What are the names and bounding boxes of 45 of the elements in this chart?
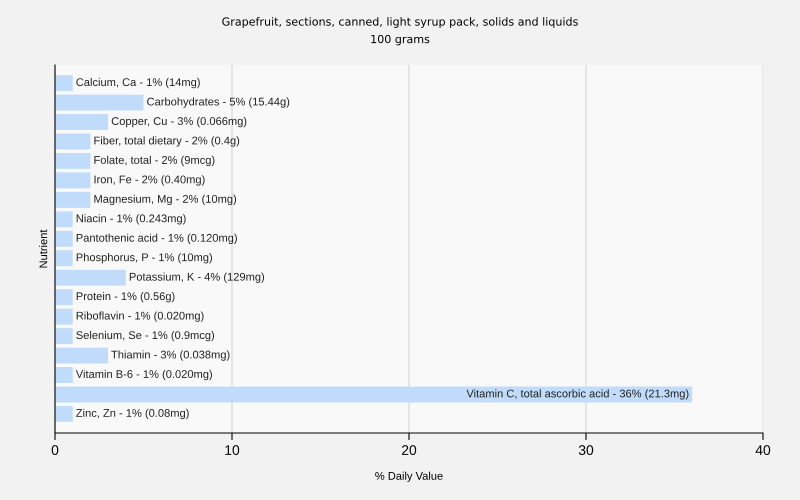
y-tick-label: Protein - 1% (0.56g): [76, 292, 175, 302]
bar: [55, 94, 144, 111]
bar: [55, 75, 73, 92]
bar: [55, 328, 73, 344]
bar: [55, 134, 90, 150]
bar: [55, 152, 90, 169]
x-tick-label: 0: [52, 445, 58, 456]
bar: [55, 172, 90, 188]
x-tick-label: 20: [402, 445, 416, 456]
bar: [55, 270, 126, 286]
y-tick-label: Vitamin B-6 - 1% (0.020mg): [76, 370, 212, 380]
x-axis-title: % Daily Value: [375, 472, 443, 482]
bar: [55, 192, 90, 208]
y-tick-label: Carbohydrates - 5% (15.44g): [147, 97, 290, 108]
y-tick-label: Copper, Cu - 3% (0.066mg): [112, 116, 246, 128]
bar: [55, 289, 73, 306]
y-tick-label: Thiamin - 3% (0.038mg): [111, 350, 230, 361]
bar: [55, 211, 73, 228]
x-tick-label: 30: [578, 445, 594, 456]
y-axis-title: Nutrient: [39, 230, 48, 268]
y-tick-label: Riboflavin - 1% (0.020mg): [76, 311, 204, 322]
y-tick-label: Fiber, total dietary - 2% (0.4g): [94, 136, 240, 147]
bar: [55, 250, 73, 266]
x-tick-label: 10: [225, 445, 240, 456]
bar: [55, 367, 73, 383]
y-tick-label: Vitamin C, total ascorbic acid - 36% (21.3mg): [466, 389, 688, 400]
y-tick-label: Phosphorus, P - 1% (10mg): [76, 253, 212, 264]
y-tick-label: Calcium, Ca - 1% (14mg): [76, 78, 200, 88]
bar: [55, 406, 73, 422]
y-tick-label: Zinc, Zn - 1% (0.08mg): [76, 408, 189, 420]
y-tick-label: Pantothenic acid - 1% (0.120mg): [76, 234, 237, 244]
bar: [55, 348, 108, 364]
bar: [55, 114, 108, 130]
bar: [55, 386, 692, 402]
y-tick-label: Selenium, Se - 1% (0.9mcg): [76, 330, 214, 342]
bar: [55, 308, 73, 325]
y-tick-label: Folate, total - 2% (9mcg): [94, 156, 214, 166]
chart-title: Grapefruit, sections, canned, light syrup pack, solids and liquids: [222, 17, 578, 28]
bar: [55, 230, 73, 247]
chart-subtitle: 100 grams: [371, 34, 430, 46]
y-tick-label: Magnesium, Mg - 2% (10mg): [94, 194, 236, 206]
y-tick-label: Potassium, K - 4% (129mg): [130, 272, 264, 283]
y-tick-label: Iron, Fe - 2% (0.40mg): [94, 175, 205, 186]
x-tick-label: 40: [756, 445, 770, 456]
y-tick-label: Niacin - 1% (0.243mg): [76, 214, 186, 224]
